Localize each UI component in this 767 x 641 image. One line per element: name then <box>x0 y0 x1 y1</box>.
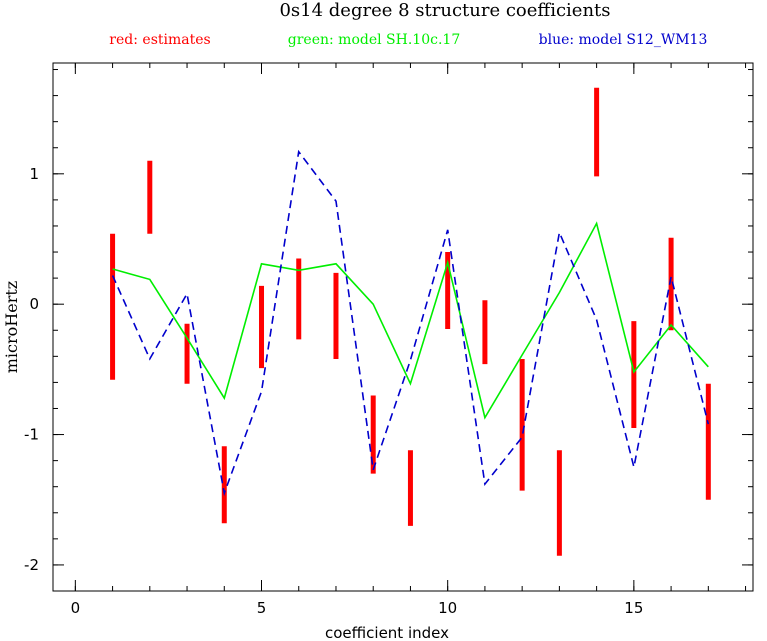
legend-estimates: red: estimates <box>109 32 210 48</box>
estimate-bars <box>110 87 711 556</box>
x-axis-label: coefficient index <box>325 624 449 641</box>
series-line-model-sh-10c-17 <box>112 221 709 420</box>
legend-model-sh10c17: green: model SH.10c.17 <box>288 32 460 48</box>
y-tick-label: 0 <box>29 295 39 313</box>
series-line-model-s12-wm13 <box>111 149 710 497</box>
model-lines <box>111 149 710 497</box>
y-tick-label: -1 <box>24 426 39 444</box>
y-tick-label: 1 <box>29 165 39 183</box>
y-tick-label: -2 <box>24 556 39 574</box>
x-tick-label: 0 <box>71 599 81 617</box>
x-tick-label: 5 <box>257 599 267 617</box>
y-axis-label: microHertz <box>2 281 21 373</box>
plot-frame <box>52 62 754 592</box>
legend-model-s12wm13: blue: model S12_WM13 <box>539 32 708 48</box>
chart-title: 0s14 degree 8 structure coefficients <box>279 0 610 21</box>
x-tick-label: 15 <box>624 599 643 617</box>
axis-tick-labels: 0 5 10 15 -2 -1 0 1 <box>24 165 643 617</box>
axis-ticks <box>53 63 753 592</box>
x-tick-label: 10 <box>438 599 457 617</box>
